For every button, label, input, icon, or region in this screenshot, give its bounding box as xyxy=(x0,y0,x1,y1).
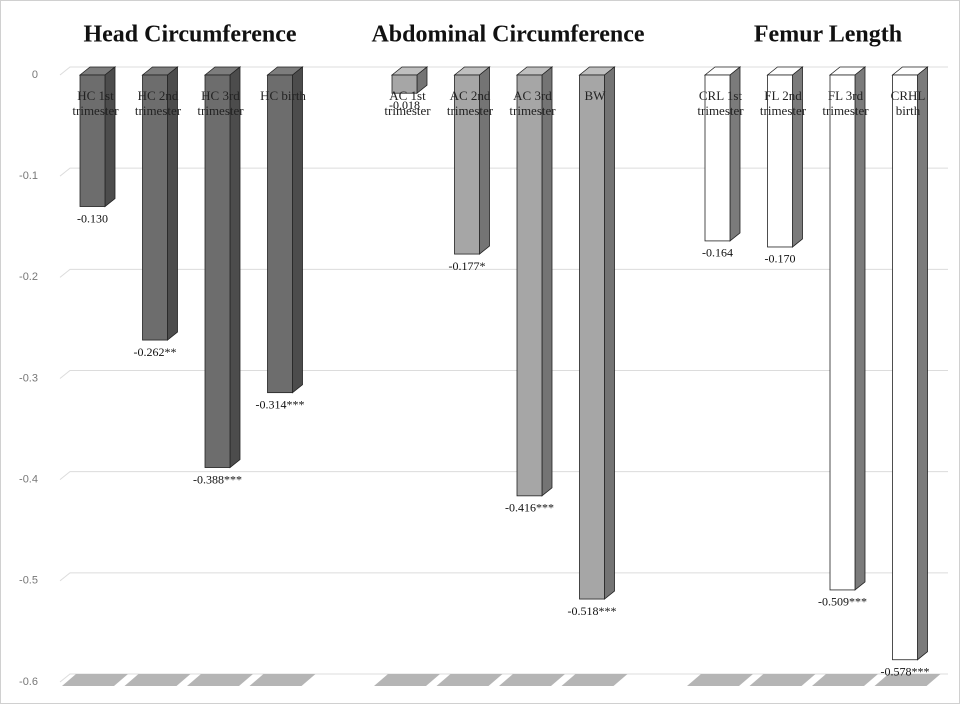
floor-shadow xyxy=(687,674,753,686)
group-title: Abdominal Circumference xyxy=(371,22,644,48)
bar-side xyxy=(854,66,866,591)
y-tick-label: 0 xyxy=(32,69,38,81)
bar-side xyxy=(229,66,241,469)
bar xyxy=(204,74,231,468)
grid-line xyxy=(59,673,948,683)
bar xyxy=(516,74,543,497)
floor-shadow xyxy=(499,674,565,686)
category-label: FL 2nd xyxy=(764,88,802,103)
category-label: HC birth xyxy=(260,88,306,103)
category-label: HC 3rd xyxy=(201,88,240,103)
value-label: -0.018 xyxy=(389,98,420,112)
category-label: trimester xyxy=(197,103,244,118)
value-label: -0.388*** xyxy=(193,472,242,486)
value-label: -0.170 xyxy=(765,252,796,266)
value-label: -0.416*** xyxy=(505,501,554,515)
bar xyxy=(454,74,480,255)
y-tick-label: -0.6 xyxy=(19,676,38,688)
value-label: -0.314*** xyxy=(256,397,305,411)
bar xyxy=(704,74,731,242)
bar xyxy=(892,74,918,661)
category-label: AC 3rd xyxy=(513,88,552,103)
category-label: trimester xyxy=(135,103,182,118)
bar-side xyxy=(604,66,615,600)
grid-line xyxy=(59,370,948,379)
grid-line xyxy=(59,66,948,76)
bar xyxy=(267,74,293,394)
floor-shadow xyxy=(124,674,191,686)
bar xyxy=(579,74,605,600)
grid-line xyxy=(59,572,948,582)
floor-shadow xyxy=(749,674,816,686)
category-label: CRHL xyxy=(891,88,926,103)
category-label: trimester xyxy=(384,103,431,118)
category-label: CRL 1st xyxy=(699,88,743,103)
grid-line xyxy=(59,167,948,177)
value-label: -0.509*** xyxy=(818,595,867,609)
bar-side xyxy=(292,66,303,394)
category-label: birth xyxy=(896,103,921,118)
floor-shadow xyxy=(561,674,628,686)
floor-shadow xyxy=(812,674,878,686)
y-tick-label: -0.5 xyxy=(19,575,38,587)
category-label: AC 2nd xyxy=(450,88,491,103)
value-label: -0.518*** xyxy=(568,604,617,618)
grid-line xyxy=(59,268,948,278)
value-label: -0.262** xyxy=(134,345,177,359)
category-label: trimester xyxy=(760,103,807,118)
value-label: -0.130 xyxy=(77,211,108,225)
floor-shadow xyxy=(436,674,503,686)
grid-line xyxy=(59,471,948,481)
floor-shadow xyxy=(187,674,253,686)
category-label: AC 1st xyxy=(389,88,426,103)
value-label: -0.177* xyxy=(449,259,486,273)
y-tick-label: -0.2 xyxy=(19,271,38,283)
bar xyxy=(391,74,418,94)
bar-side xyxy=(917,66,928,661)
category-label: trimester xyxy=(447,103,494,118)
bar xyxy=(767,74,793,248)
y-tick-label: -0.3 xyxy=(19,372,38,384)
floor-shadow xyxy=(874,674,941,686)
category-label: HC 2nd xyxy=(138,88,179,103)
category-label: BW xyxy=(585,88,607,103)
y-tick-label: -0.4 xyxy=(19,474,38,486)
floor-shadow xyxy=(374,674,440,686)
category-label: trimester xyxy=(822,103,869,118)
value-label: -0.164 xyxy=(702,246,733,260)
category-label: FL 3rd xyxy=(828,88,864,103)
y-tick-label: -0.1 xyxy=(19,170,38,182)
bar xyxy=(142,74,168,341)
bar xyxy=(79,74,106,207)
category-label: trimester xyxy=(509,103,556,118)
bar-side xyxy=(541,66,553,497)
category-label: trimester xyxy=(697,103,744,118)
group-title: Femur Length xyxy=(754,22,902,48)
category-label: trimester xyxy=(72,103,119,118)
value-label: -0.578*** xyxy=(881,664,930,678)
bar xyxy=(829,74,856,591)
floor-shadow xyxy=(62,674,128,686)
category-label: HC 1st xyxy=(77,88,114,103)
floor-shadow xyxy=(249,674,316,686)
group-title: Head Circumference xyxy=(83,22,296,48)
